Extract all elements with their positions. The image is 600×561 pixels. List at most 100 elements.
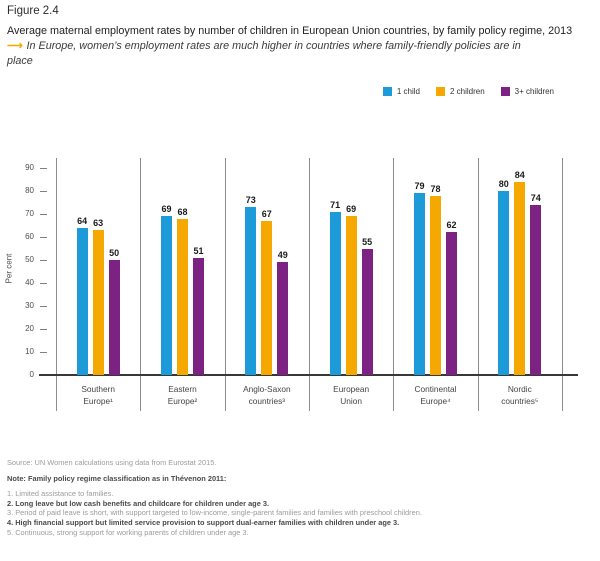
bar-group: 69 68 51 bbox=[140, 158, 224, 375]
footnote-line: 5. Continuous, strong support for workin… bbox=[7, 527, 249, 537]
footnote-line: 4. High financial support but limited se… bbox=[7, 518, 400, 528]
bar bbox=[160, 216, 172, 375]
y-tick-mark bbox=[40, 352, 47, 353]
legend-label: 3+ children bbox=[514, 87, 554, 96]
legend-item: 1 child bbox=[382, 87, 420, 96]
legend-label: 1 child bbox=[396, 87, 420, 96]
bar bbox=[245, 207, 257, 375]
bar bbox=[445, 232, 457, 375]
bar-value-label: 71 bbox=[330, 199, 341, 210]
bar bbox=[192, 257, 204, 375]
bar-unit: 49 bbox=[277, 250, 289, 375]
bar-value-label: 69 bbox=[161, 204, 172, 215]
y-tick-label: 50 bbox=[25, 255, 34, 264]
y-tick-label: 40 bbox=[25, 278, 34, 287]
category-label: Eastern Europe² bbox=[167, 384, 198, 406]
bar bbox=[76, 227, 88, 375]
bar bbox=[530, 204, 542, 375]
bar-unit: 74 bbox=[530, 192, 542, 375]
footer: Source: UN Women calculations using data… bbox=[7, 458, 593, 537]
bar-value-label: 69 bbox=[346, 204, 357, 215]
bar-value-label: 84 bbox=[514, 169, 525, 180]
legend: 1 child 2 children 3+ children bbox=[382, 87, 554, 96]
bar-unit: 64 bbox=[76, 215, 88, 375]
y-tick-mark bbox=[40, 283, 47, 284]
legend-swatch bbox=[435, 87, 445, 96]
bar-value-label: 64 bbox=[77, 215, 88, 226]
legend-swatch bbox=[500, 87, 510, 96]
y-tick-mark bbox=[40, 306, 47, 307]
bar-value-label: 50 bbox=[109, 248, 120, 258]
group-separator-line bbox=[477, 158, 479, 411]
bar bbox=[261, 220, 273, 375]
figure-label: Figure 2.4 bbox=[7, 5, 59, 17]
bar-value-label: 62 bbox=[446, 220, 457, 231]
bar-unit: 50 bbox=[108, 248, 120, 375]
bar bbox=[498, 191, 510, 375]
bar-unit: 68 bbox=[176, 207, 188, 375]
y-tick-label: 90 bbox=[25, 163, 34, 172]
group-separator-line bbox=[393, 158, 395, 411]
y-tick-mark bbox=[40, 260, 47, 261]
y-tick-label: 70 bbox=[25, 209, 34, 218]
y-tick-mark bbox=[40, 237, 47, 238]
bar-unit: 55 bbox=[361, 236, 373, 375]
group-separator-line bbox=[140, 158, 142, 411]
source-note: Source: UN Women calculations using data… bbox=[7, 458, 217, 467]
group-separator-line bbox=[561, 158, 563, 411]
bar-group: 73 67 49 bbox=[225, 158, 309, 375]
bar bbox=[429, 195, 441, 375]
y-tick-mark bbox=[40, 168, 47, 169]
bar bbox=[108, 260, 120, 375]
bar-group: 79 78 62 bbox=[393, 158, 477, 375]
bar bbox=[92, 230, 104, 375]
category-label: European Union bbox=[333, 384, 370, 406]
bar-value-label: 79 bbox=[414, 181, 425, 192]
legend-label: 2 children bbox=[449, 87, 485, 96]
y-tick-mark bbox=[40, 191, 47, 192]
category-label: Anglo-Saxon countries³ bbox=[243, 384, 291, 406]
y-tick-mark bbox=[40, 214, 47, 215]
y-tick-label: 10 bbox=[25, 347, 34, 356]
bar-value-label: 55 bbox=[362, 236, 373, 247]
y-tick-mark bbox=[40, 329, 47, 330]
group-separator-line bbox=[56, 158, 57, 411]
bar-unit: 67 bbox=[261, 209, 273, 375]
category-label: Nordic countries⁵ bbox=[501, 384, 539, 406]
footnote-line: 1. Limited assistance to families. bbox=[7, 489, 114, 498]
note-header: Note: Family policy regime classificatio… bbox=[7, 474, 227, 483]
bar-unit: 80 bbox=[498, 179, 510, 375]
bar-unit: 62 bbox=[445, 220, 457, 375]
x-axis-line bbox=[39, 374, 578, 376]
bar-value-label: 74 bbox=[530, 192, 541, 203]
bar-group: 71 69 55 bbox=[309, 158, 393, 375]
bar-unit: 69 bbox=[345, 204, 357, 375]
bar-value-label: 78 bbox=[430, 183, 441, 194]
legend-swatch bbox=[382, 87, 392, 96]
group-separator-line bbox=[224, 158, 226, 411]
right-arrow-icon: ⟶ bbox=[7, 40, 23, 52]
bar-unit: 79 bbox=[413, 181, 425, 375]
y-tick-label: 20 bbox=[25, 324, 34, 333]
bar-unit: 63 bbox=[92, 218, 104, 375]
bar bbox=[345, 216, 357, 375]
bar bbox=[514, 181, 526, 375]
y-tick-label: 60 bbox=[25, 232, 34, 241]
bar bbox=[277, 262, 289, 375]
bar bbox=[413, 193, 425, 375]
category-label: Southern Europe¹ bbox=[81, 384, 115, 406]
bar bbox=[329, 211, 341, 375]
y-tick-label: 0 bbox=[29, 370, 34, 379]
category-label: Continental Europe⁴ bbox=[414, 384, 457, 406]
bar-unit: 69 bbox=[160, 204, 172, 375]
chart-subtitle-line2: place bbox=[7, 54, 33, 67]
y-axis-title: Per cent bbox=[4, 253, 14, 284]
chart-title: Average maternal employment rates by num… bbox=[7, 25, 573, 37]
bar bbox=[361, 248, 373, 375]
y-tick-label: 30 bbox=[25, 301, 34, 310]
bar-unit: 84 bbox=[514, 169, 526, 375]
chart-subtitle: ⟶ In Europe, women’s employment rates are… bbox=[7, 39, 587, 68]
bar-unit: 78 bbox=[429, 183, 441, 375]
bar-unit: 51 bbox=[192, 246, 204, 375]
